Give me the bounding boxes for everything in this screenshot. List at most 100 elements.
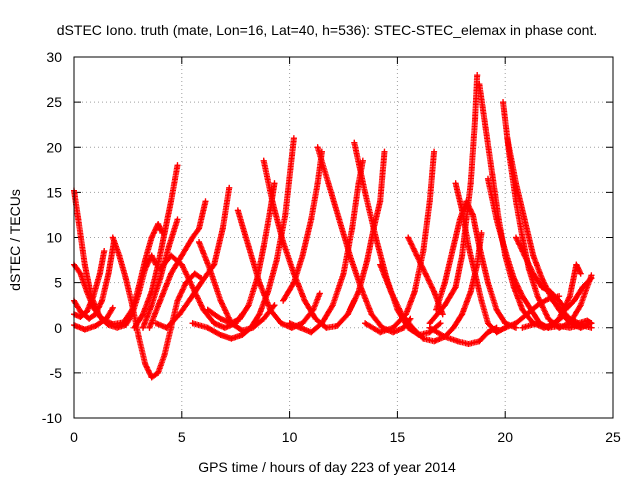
data-point	[178, 252, 185, 259]
data-point	[502, 248, 509, 255]
y-tick-label: 20	[46, 139, 62, 155]
data-point	[157, 275, 164, 282]
data-point	[452, 180, 459, 187]
data-point	[247, 324, 254, 331]
data-point	[129, 302, 136, 309]
x-tick-label: 10	[282, 429, 298, 445]
data-point	[77, 313, 84, 320]
data-point	[189, 284, 196, 291]
data-point	[377, 261, 384, 268]
data-point	[109, 304, 116, 311]
data-point	[336, 216, 343, 223]
data-point	[474, 72, 481, 79]
data-point	[502, 324, 509, 331]
data-point	[556, 297, 563, 304]
data-point	[239, 331, 246, 338]
data-point	[450, 243, 457, 250]
data-point	[329, 302, 336, 309]
data-point	[510, 275, 517, 282]
x-axis-label: GPS time / hours of day 223 of year 2014	[198, 459, 456, 475]
data-point	[237, 315, 244, 322]
data-point	[148, 234, 155, 241]
y-tick-label: 0	[54, 320, 62, 336]
data-point	[187, 295, 194, 302]
data-point	[323, 324, 330, 331]
data-point	[165, 243, 172, 250]
data-point	[131, 324, 138, 331]
data-point	[472, 117, 479, 124]
series-8	[146, 198, 209, 331]
data-point	[504, 135, 511, 142]
data-point	[109, 234, 116, 241]
data-point	[377, 198, 384, 205]
data-point	[512, 180, 519, 187]
data-point	[101, 248, 108, 255]
data-point	[500, 99, 507, 106]
data-point	[519, 234, 526, 241]
data-point	[280, 297, 287, 304]
series-6	[131, 162, 181, 331]
data-point	[439, 311, 446, 318]
series-20	[346, 148, 388, 313]
data-point	[577, 302, 584, 309]
data-point	[571, 297, 578, 304]
data-point	[83, 308, 90, 315]
data-point	[459, 252, 466, 259]
data-point	[217, 331, 224, 338]
series-26	[452, 180, 563, 336]
data-point	[588, 275, 595, 282]
data-point	[228, 335, 235, 342]
data-point	[269, 198, 276, 205]
data-point	[344, 311, 351, 318]
data-point	[155, 220, 162, 227]
data-point	[534, 320, 541, 327]
y-tick-label: -10	[42, 410, 62, 426]
data-point	[260, 243, 267, 250]
data-point	[426, 324, 433, 331]
data-point	[325, 180, 332, 187]
y-tick-label: 10	[46, 230, 62, 246]
data-point	[530, 270, 537, 277]
data-point	[290, 135, 297, 142]
data-point	[301, 297, 308, 304]
data-point	[411, 288, 418, 295]
data-point	[364, 257, 371, 264]
data-point	[152, 320, 159, 327]
data-point	[538, 284, 545, 291]
data-point	[459, 207, 466, 214]
data-point	[204, 324, 211, 331]
data-point	[299, 320, 306, 327]
data-point	[510, 284, 517, 291]
data-point	[362, 189, 369, 196]
data-point	[362, 320, 369, 327]
data-point	[431, 338, 438, 345]
data-point	[314, 180, 321, 187]
data-point	[545, 324, 552, 331]
x-tick-label: 5	[178, 429, 186, 445]
data-point	[135, 333, 142, 340]
data-point	[441, 302, 448, 309]
data-point	[387, 288, 394, 295]
data-point	[534, 293, 541, 300]
data-point	[452, 284, 459, 291]
data-point	[155, 261, 162, 268]
data-point	[426, 198, 433, 205]
y-tick-label: 25	[46, 94, 62, 110]
data-point	[142, 360, 149, 367]
data-point	[280, 239, 287, 246]
data-point	[116, 252, 123, 259]
data-point	[547, 288, 554, 295]
series-30	[426, 324, 500, 347]
data-point	[359, 157, 366, 164]
series-34	[549, 297, 595, 327]
data-point	[381, 148, 388, 155]
data-point	[219, 225, 226, 232]
series-3	[71, 248, 108, 320]
x-tick-label: 25	[605, 429, 621, 445]
data-point	[120, 319, 127, 326]
data-point	[90, 293, 97, 300]
data-point	[346, 252, 353, 259]
data-point	[519, 293, 526, 300]
data-point	[273, 257, 280, 264]
data-point	[469, 211, 476, 218]
